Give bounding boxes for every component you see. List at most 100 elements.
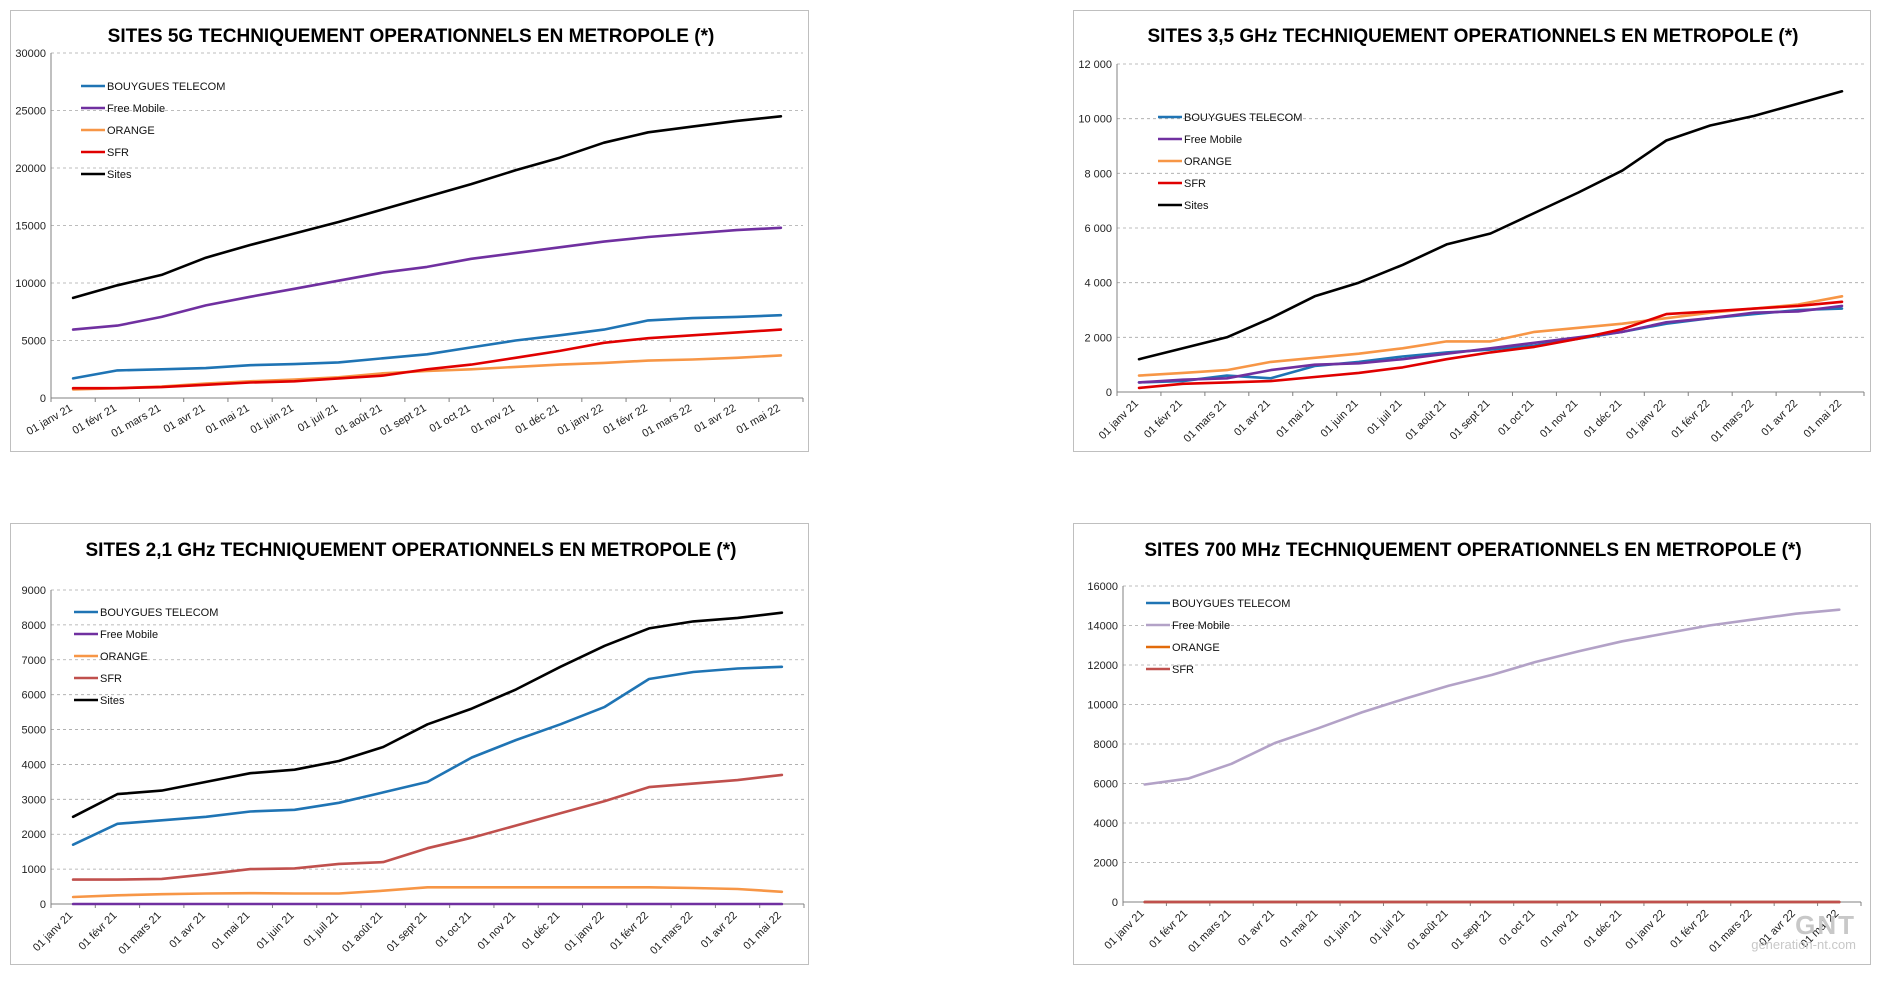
y-tick-label: 6 000 xyxy=(1084,223,1112,235)
y-tick-label: 4000 xyxy=(1094,818,1118,830)
chart-2-1ghz: SITES 2,1 GHz TECHNIQUEMENT OPERATIONNEL… xyxy=(22,540,805,957)
y-tick-label: 6000 xyxy=(22,690,46,702)
watermark: GNT generation-nt.com xyxy=(1751,912,1856,952)
series-line-0 xyxy=(71,665,784,847)
chart-3-5ghz: SITES 3,5 GHz TECHNIQUEMENT OPERATIONNEL… xyxy=(1078,26,1865,445)
y-tick-label: 10 000 xyxy=(1078,114,1112,126)
x-tick-label: 01 juil 21 xyxy=(1365,398,1405,438)
x-tick-label: 01 janv 22 xyxy=(555,402,605,438)
x-tick-label: 01 mai 21 xyxy=(1274,398,1317,441)
legend-label: BOUYGUES TELECOM xyxy=(107,81,225,93)
legend-label: BOUYGUES TELECOM xyxy=(1184,112,1302,124)
x-tick-label: 01 juin 21 xyxy=(1322,908,1364,950)
y-tick-label: 8000 xyxy=(1094,739,1118,751)
x-tick-label: 01 août 21 xyxy=(340,910,385,955)
x-tick-label: 01 mars 22 xyxy=(1707,908,1754,955)
series-line-1 xyxy=(1143,608,1841,786)
y-tick-label: 5000 xyxy=(22,336,46,348)
chart-title: SITES 700 MHz TECHNIQUEMENT OPERATIONNEL… xyxy=(1144,540,1801,561)
y-tick-label: 8 000 xyxy=(1084,168,1112,180)
x-tick-label: 01 nov 21 xyxy=(1538,908,1581,951)
x-tick-label: 01 nov 21 xyxy=(476,910,519,953)
x-tick-label: 01 avr 22 xyxy=(692,402,738,435)
x-tick-label: 01 mars 21 xyxy=(1186,908,1233,955)
x-tick-label: 01 déc 21 xyxy=(520,910,563,953)
x-tick-label: 01 oct 21 xyxy=(1497,908,1537,948)
series-line-2 xyxy=(71,885,784,899)
y-tick-label: 0 xyxy=(40,393,46,405)
y-tick-label: 3000 xyxy=(22,794,46,806)
series-line-4 xyxy=(71,115,783,300)
x-tick-label: 01 mars 22 xyxy=(1709,398,1756,445)
chart-title: SITES 2,1 GHz TECHNIQUEMENT OPERATIONNEL… xyxy=(86,540,737,561)
watermark-logo: GNT xyxy=(1795,910,1856,940)
x-tick-label: 01 déc 21 xyxy=(1582,398,1625,441)
watermark-site: generation-nt.com xyxy=(1751,937,1856,952)
x-tick-label: 01 janv 22 xyxy=(562,910,606,954)
series-line-1 xyxy=(1137,304,1844,384)
legend-label: ORANGE xyxy=(1172,642,1220,654)
x-tick-label: 01 oct 21 xyxy=(428,402,473,435)
y-tick-label: 8000 xyxy=(22,620,46,632)
x-tick-label: 01 mars 21 xyxy=(109,402,163,440)
x-tick-label: 01 juil 21 xyxy=(1368,908,1408,948)
series-line-2 xyxy=(1137,294,1844,377)
y-tick-label: 10000 xyxy=(1087,700,1118,712)
chart-panel-700mhz: SITES 700 MHz TECHNIQUEMENT OPERATIONNEL… xyxy=(1073,523,1871,965)
x-tick-label: 01 janv 21 xyxy=(1102,908,1146,952)
x-tick-label: 01 avr 22 xyxy=(1759,398,1800,439)
x-tick-label: 01 févr 21 xyxy=(1142,398,1185,441)
x-tick-label: 01 févr 21 xyxy=(1147,908,1190,951)
x-tick-label: 01 déc 21 xyxy=(1582,908,1625,951)
y-tick-label: 5000 xyxy=(22,725,46,737)
x-tick-label: 01 août 21 xyxy=(1405,908,1450,953)
legend-label: BOUYGUES TELECOM xyxy=(100,607,218,619)
x-tick-label: 01 août 21 xyxy=(333,402,384,438)
chart-5g: SITES 5G TECHNIQUEMENT OPERATIONNELS EN … xyxy=(15,26,804,440)
x-tick-label: 01 mai 22 xyxy=(735,402,783,437)
series-line-4 xyxy=(71,611,784,819)
x-tick-label: 01 nov 21 xyxy=(469,402,517,437)
y-tick-label: 2 000 xyxy=(1084,332,1112,344)
y-tick-label: 0 xyxy=(1112,897,1118,909)
x-tick-label: 01 juin 21 xyxy=(255,910,297,952)
x-tick-label: 01 janv 22 xyxy=(1623,908,1667,952)
y-tick-label: 10000 xyxy=(15,278,46,290)
x-tick-label: 01 févr 22 xyxy=(1669,398,1712,441)
legend-label: ORANGE xyxy=(100,651,148,663)
legend-label: ORANGE xyxy=(107,125,155,137)
y-tick-label: 0 xyxy=(1106,387,1112,399)
y-tick-label: 2000 xyxy=(22,829,46,841)
x-tick-label: 01 oct 21 xyxy=(433,910,473,950)
x-tick-label: 01 sept 21 xyxy=(378,402,428,438)
legend-label: Free Mobile xyxy=(1172,620,1230,632)
x-tick-label: 01 mai 22 xyxy=(1802,398,1845,441)
x-tick-label: 01 sept 21 xyxy=(1448,398,1493,443)
y-tick-label: 16000 xyxy=(1087,581,1118,593)
series-line-0 xyxy=(71,313,783,380)
x-tick-label: 01 mars 22 xyxy=(648,910,695,957)
series-line-0 xyxy=(1137,307,1844,384)
series-line-2 xyxy=(71,354,783,391)
x-tick-label: 01 août 21 xyxy=(1403,398,1448,443)
series-line-3 xyxy=(71,773,784,881)
x-tick-label: 01 avr 21 xyxy=(1236,908,1277,949)
legend-label: Free Mobile xyxy=(1184,134,1242,146)
x-tick-label: 01 juin 21 xyxy=(248,402,295,436)
x-tick-label: 01 avr 21 xyxy=(1232,398,1273,439)
chart-panel-3-5ghz: SITES 3,5 GHz TECHNIQUEMENT OPERATIONNEL… xyxy=(1073,10,1871,452)
chart-title: SITES 5G TECHNIQUEMENT OPERATIONNELS EN … xyxy=(108,26,715,47)
x-tick-label: 01 mai 22 xyxy=(741,910,784,953)
legend-label: Sites xyxy=(100,695,125,707)
y-tick-label: 20000 xyxy=(15,163,46,175)
chart-panel-5g: SITES 5G TECHNIQUEMENT OPERATIONNELS EN … xyxy=(10,10,809,452)
legend-label: SFR xyxy=(107,147,129,159)
x-tick-label: 01 janv 21 xyxy=(25,402,75,438)
y-tick-label: 9000 xyxy=(22,585,46,597)
x-tick-label: 01 nov 21 xyxy=(1538,398,1581,441)
x-tick-label: 01 mai 21 xyxy=(1278,908,1321,951)
y-tick-label: 4 000 xyxy=(1084,278,1112,290)
x-tick-label: 01 sept 21 xyxy=(1449,908,1494,953)
legend-label: SFR xyxy=(1172,664,1194,676)
legend-label: Free Mobile xyxy=(107,103,165,115)
